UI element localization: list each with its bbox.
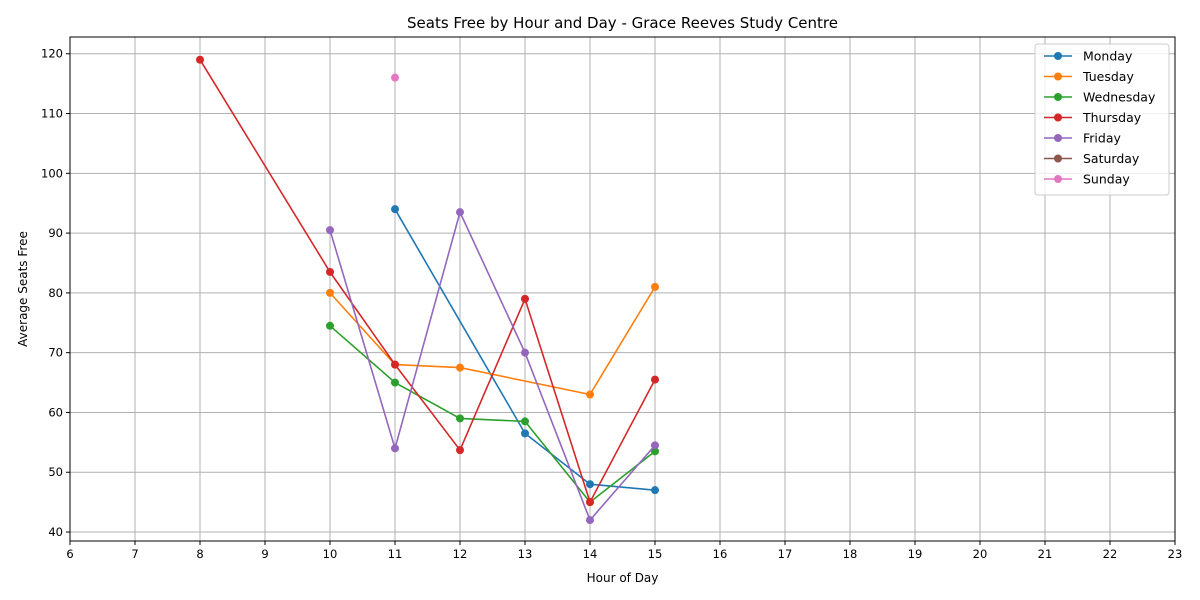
legend-item-sunday: Sunday	[1044, 172, 1130, 187]
series-monday	[391, 205, 659, 495]
x-tick-label: 10	[323, 547, 338, 561]
data-point	[586, 516, 594, 525]
legend-label: Sunday	[1083, 172, 1130, 187]
y-tick-label: 110	[41, 107, 63, 121]
y-tick-label: 80	[48, 286, 63, 300]
data-point	[651, 282, 659, 291]
x-tick-label: 12	[453, 547, 468, 561]
y-tick-label: 120	[41, 47, 63, 61]
legend-swatch-marker	[1054, 175, 1062, 183]
x-tick-label: 14	[583, 547, 598, 561]
legend-item-wednesday: Wednesday	[1044, 90, 1156, 105]
x-tick-label: 18	[843, 547, 858, 561]
data-point	[326, 226, 334, 235]
data-point	[456, 446, 464, 455]
y-tick-label: 40	[48, 525, 63, 539]
data-point	[651, 375, 659, 384]
y-axis-ticks: 40 50 60 70 80 90 100 110 120	[41, 47, 70, 539]
data-point	[391, 444, 399, 453]
data-point	[521, 294, 529, 303]
x-tick-label: 21	[1038, 547, 1053, 561]
x-tick-label: 7	[131, 547, 138, 561]
legend-swatch-marker	[1054, 113, 1062, 122]
x-axis-ticks: 6 7 8 9 10 11 12 13 14 15 16 17 18 19 20 21 22 23	[66, 541, 1182, 561]
x-tick-label: 23	[1168, 547, 1183, 561]
series-line	[329, 209, 656, 522]
y-tick-label: 70	[48, 346, 63, 360]
legend-label: Thursday	[1082, 110, 1142, 125]
legend: Monday Tuesday Wednesday Thursday Friday Satu…	[1034, 43, 1170, 196]
y-axis-label: Average Seats Free	[16, 231, 30, 347]
data-point	[521, 348, 529, 357]
series-friday	[326, 208, 659, 525]
legend-box	[1034, 43, 1170, 196]
data-point	[651, 447, 659, 456]
data-point	[521, 429, 529, 438]
data-point	[196, 55, 204, 64]
x-tick-label: 6	[66, 547, 73, 561]
data-point	[586, 498, 594, 507]
data-point	[326, 288, 334, 297]
y-tick-label: 50	[48, 465, 63, 479]
legend-label: Tuesday	[1082, 69, 1134, 84]
data-point	[391, 205, 399, 214]
legend-label: Monday	[1083, 49, 1133, 64]
data-point	[326, 321, 334, 330]
series-line	[199, 59, 656, 505]
y-tick-label: 60	[48, 405, 63, 419]
legend-swatch-marker	[1054, 93, 1062, 101]
data-point	[456, 208, 464, 217]
grid	[69, 37, 1176, 541]
x-tick-label: 11	[388, 547, 403, 561]
data-point	[651, 486, 659, 495]
x-tick-label: 19	[908, 547, 923, 561]
legend-swatch-marker	[1054, 134, 1062, 142]
series-line	[329, 325, 656, 504]
data-point	[651, 441, 659, 450]
chart-title: Seats Free by Hour and Day - Grace Reeve…	[407, 14, 838, 32]
x-tick-label: 8	[196, 547, 203, 561]
legend-swatch-marker	[1054, 52, 1062, 60]
legend-item-saturday: Saturday	[1044, 151, 1140, 166]
x-tick-label: 15	[648, 547, 663, 561]
y-tick-label: 90	[48, 226, 63, 240]
x-tick-label: 17	[778, 547, 793, 561]
x-tick-label: 16	[713, 547, 728, 561]
series-tuesday	[326, 282, 659, 399]
data-point	[456, 414, 464, 423]
data-point	[521, 417, 529, 426]
legend-item-thursday: Thursday	[1044, 110, 1142, 125]
data-point	[391, 73, 399, 82]
plot-frame	[69, 36, 1176, 542]
series-line	[394, 208, 656, 491]
series-thursday	[196, 55, 659, 507]
series-wednesday	[326, 321, 659, 507]
y-tick-label: 100	[41, 166, 63, 180]
legend-item-monday: Monday	[1044, 49, 1133, 64]
legend-swatch-marker	[1054, 72, 1062, 81]
data-point	[326, 267, 334, 276]
data-point	[391, 378, 399, 387]
x-tick-label: 9	[261, 547, 268, 561]
legend-label: Wednesday	[1083, 90, 1156, 105]
data-point	[391, 360, 399, 369]
x-tick-label: 22	[1103, 547, 1118, 561]
x-tick-label: 13	[518, 547, 533, 561]
data-point	[586, 390, 594, 399]
series-layer	[196, 55, 659, 525]
legend-item-tuesday: Tuesday	[1044, 69, 1134, 84]
legend-item-friday: Friday	[1044, 131, 1121, 146]
legend-swatch-marker	[1054, 154, 1062, 163]
legend-label: Friday	[1083, 131, 1121, 146]
series-sunday	[391, 73, 399, 82]
data-point	[456, 363, 464, 372]
legend-label: Saturday	[1083, 151, 1140, 166]
data-point	[586, 480, 594, 489]
x-tick-label: 20	[973, 547, 988, 561]
x-axis-label: Hour of Day	[587, 571, 659, 585]
